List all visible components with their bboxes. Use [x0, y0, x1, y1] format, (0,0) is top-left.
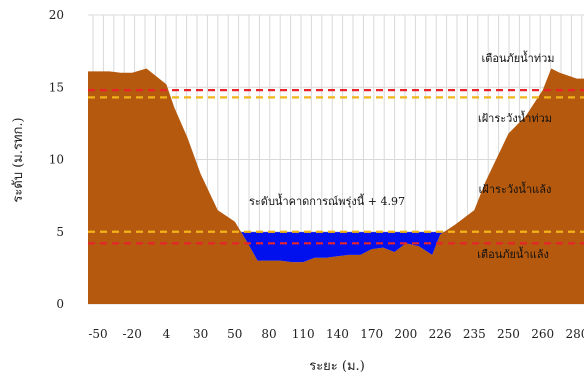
- y-tick-label: 10: [49, 153, 64, 167]
- terrain-layer: [88, 68, 584, 304]
- water-body: [241, 232, 444, 263]
- x-tick-label: -20: [123, 327, 142, 341]
- x-tick-label: -50: [88, 327, 107, 341]
- x-tick-label: 140: [326, 327, 349, 341]
- x-tick-labels: -50 -20 4 30 50 80 110 140 170 200 226 235 250 260 280: [88, 327, 584, 341]
- y-tick-label: 0: [56, 297, 64, 311]
- threshold-label: เฝ้าระวังน้ำแล้ง: [479, 181, 552, 196]
- x-tick-label: 110: [292, 327, 315, 341]
- x-tick-label: 30: [193, 327, 208, 341]
- annotation-labels: เตือนภัยน้ำท่วมเฝ้าระวังน้ำท่วมเฝ้าระวัง…: [249, 50, 555, 261]
- x-tick-label: 170: [360, 327, 383, 341]
- x-axis-title: ระยะ (ม.): [309, 359, 365, 374]
- y-tick-label: 20: [49, 8, 64, 22]
- x-tick-label: 50: [227, 327, 242, 341]
- x-tick-label: 80: [261, 327, 276, 341]
- terrain-area: [88, 68, 584, 304]
- water-layer: [241, 232, 444, 263]
- threshold-label: เฝ้าระวังน้ำท่วม: [478, 110, 552, 125]
- x-tick-label: 226: [429, 327, 452, 341]
- y-tick-labels: 0 5 10 15 20: [49, 8, 64, 311]
- threshold-label: เตือนภัยน้ำท่วม: [481, 50, 554, 65]
- x-tick-label: 280: [565, 327, 584, 341]
- threshold-label: เตือนภัยน้ำแล้ง: [477, 246, 549, 261]
- water-level-label: ระดับน้ำคาดการณ์พรุ่งนี้ + 4.97: [249, 193, 405, 208]
- x-tick-label: 4: [163, 327, 171, 341]
- y-tick-label: 15: [49, 80, 64, 94]
- y-tick-label: 5: [56, 225, 64, 239]
- x-tick-label: 260: [531, 327, 554, 341]
- threshold-lines: [88, 89, 584, 245]
- x-tick-label: 250: [497, 327, 520, 341]
- x-tick-label: 235: [463, 327, 486, 341]
- x-tick-label: 200: [394, 327, 417, 341]
- y-axis-title: ระดับ (ม.รทก.): [11, 117, 26, 202]
